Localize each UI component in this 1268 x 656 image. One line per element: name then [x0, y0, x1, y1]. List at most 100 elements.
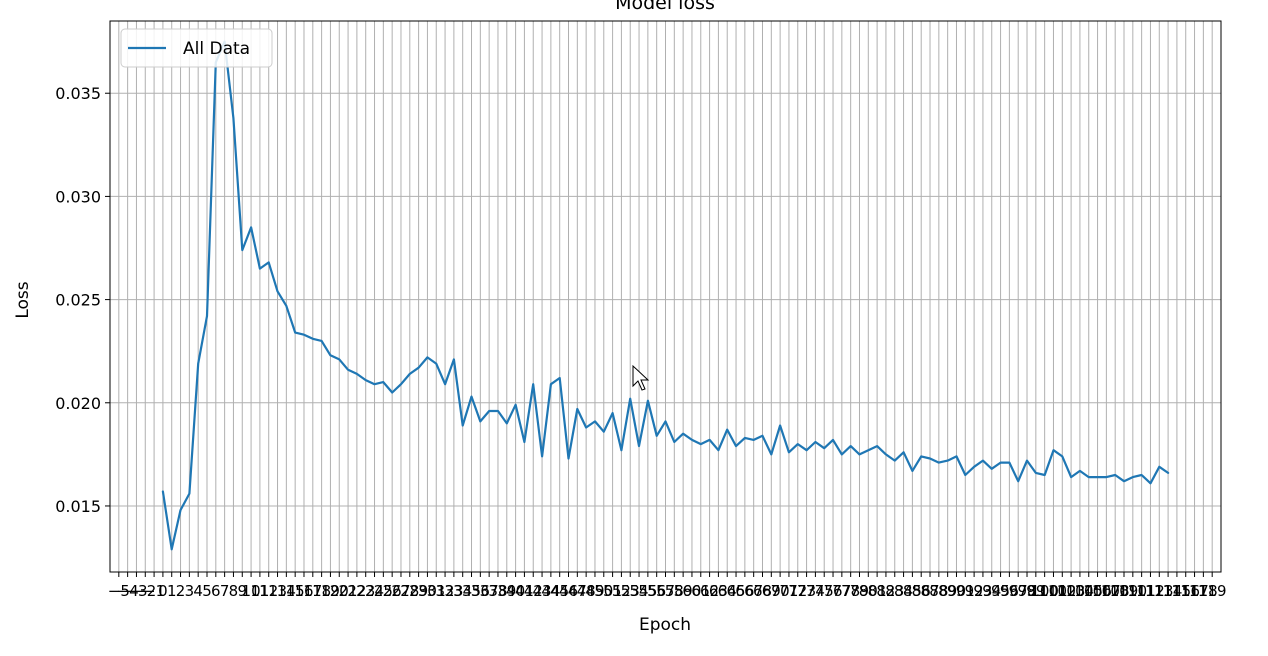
x-tick-label: 79 [850, 582, 869, 600]
x-tick-label: 98 [1017, 582, 1036, 600]
x-tick-label: 69 [762, 582, 781, 600]
y-tick-label: 0.035 [55, 84, 101, 103]
x-tick-label: 60 [682, 582, 701, 600]
x-tick-label: 90 [947, 582, 966, 600]
x-tick-label: 29 [409, 582, 428, 600]
x-tick-label: 61 [691, 582, 710, 600]
x-tick-label: 3 [185, 582, 195, 600]
y-axis-ticks: 0.015 0.020 0.025 0.030 0.035 [55, 84, 110, 516]
x-tick-label: 9 [237, 582, 247, 600]
x-tick-label: 34 [453, 582, 472, 600]
x-tick-label: 30 [418, 582, 437, 600]
x-tick-label: 74 [806, 582, 825, 600]
x-tick-label: 25 [374, 582, 393, 600]
x-tick-label: 119 [1198, 582, 1227, 600]
x-tick-label: 16 [294, 582, 313, 600]
x-tick-label: 50 [594, 582, 613, 600]
x-tick-label: 39 [497, 582, 516, 600]
x-tick-label: 59 [674, 582, 693, 600]
mouse-cursor-icon [632, 364, 650, 391]
x-tick-label: 80 [859, 582, 878, 600]
x-tick-label: −5 [108, 582, 130, 600]
x-tick-label: 62 [700, 582, 719, 600]
x-tick-label: 49 [585, 582, 604, 600]
x-tick-label: 23 [356, 582, 375, 600]
x-tick-label: 88 [929, 582, 948, 600]
x-tick-label: 100 [1030, 582, 1059, 600]
x-tick-label: 117 [1180, 582, 1209, 600]
x-tick-label: 27 [391, 582, 410, 600]
x-tick-label: 19 [321, 582, 340, 600]
y-tick-label: 0.015 [55, 497, 101, 516]
x-tick-label: 109 [1110, 582, 1139, 600]
x-tick-label: 91 [956, 582, 975, 600]
x-tick-label: 56 [647, 582, 666, 600]
x-tick-label: 77 [832, 582, 851, 600]
x-tick-label: 111 [1127, 582, 1156, 600]
x-tick-label: 57 [656, 582, 675, 600]
x-tick-label: 113 [1145, 582, 1174, 600]
x-tick-label: 82 [876, 582, 895, 600]
x-tick-label: 107 [1092, 582, 1121, 600]
x-tick-label: 40 [506, 582, 525, 600]
x-tick-label: 14 [277, 582, 296, 600]
x-tick-label: 5 [202, 582, 212, 600]
legend: All Data [120, 28, 273, 68]
x-tick-label: 42 [524, 582, 543, 600]
x-tick-label: 31 [427, 582, 446, 600]
x-tick-label: 37 [480, 582, 499, 600]
x-tick-label: 92 [965, 582, 984, 600]
y-tick-label: 0.025 [55, 291, 101, 310]
x-tick-label: 7 [220, 582, 230, 600]
x-tick-label: 13 [268, 582, 287, 600]
x-tick-label: −3 [125, 582, 147, 600]
x-tick-label: 106 [1083, 582, 1112, 600]
x-tick-label: 115 [1163, 582, 1192, 600]
x-tick-label: 12 [259, 582, 278, 600]
x-tick-label: 70 [771, 582, 790, 600]
y-tick-label: 0.020 [55, 394, 101, 413]
x-tick-label: 1 [167, 582, 177, 600]
x-tick-label: 35 [462, 582, 481, 600]
grid [110, 21, 1221, 572]
x-tick-label: 41 [515, 582, 534, 600]
x-tick-label: 114 [1154, 582, 1183, 600]
x-tick-label: 105 [1074, 582, 1103, 600]
x-tick-label: 24 [365, 582, 384, 600]
x-tick-label: 64 [718, 582, 737, 600]
x-tick-label: 85 [903, 582, 922, 600]
x-tick-label: 118 [1189, 582, 1218, 600]
x-tick-label: 112 [1136, 582, 1165, 600]
x-tick-label: 76 [823, 582, 842, 600]
x-tick-label: 72 [788, 582, 807, 600]
x-tick-label: 87 [920, 582, 939, 600]
x-tick-label: 71 [779, 582, 798, 600]
x-tick-label: 95 [991, 582, 1010, 600]
x-tick-label: 86 [912, 582, 931, 600]
x-tick-label: 58 [665, 582, 684, 600]
x-axis-label: Epoch [639, 615, 691, 635]
x-tick-label: 83 [885, 582, 904, 600]
x-tick-label: 53 [621, 582, 640, 600]
x-tick-label: 104 [1066, 582, 1095, 600]
x-tick-label: 67 [744, 582, 763, 600]
x-tick-label: 8 [229, 582, 239, 600]
x-tick-label: 2 [176, 582, 186, 600]
x-tick-label: 38 [488, 582, 507, 600]
x-tick-label: 73 [797, 582, 816, 600]
x-tick-label: 68 [753, 582, 772, 600]
x-tick-label: 65 [726, 582, 745, 600]
x-tick-label: 89 [938, 582, 957, 600]
x-tick-label: 28 [400, 582, 419, 600]
x-tick-label: 66 [735, 582, 754, 600]
x-tick-label: 36 [471, 582, 490, 600]
x-tick-label: 75 [815, 582, 834, 600]
x-tick-label: 108 [1101, 582, 1130, 600]
x-tick-label: 102 [1048, 582, 1077, 600]
x-tick-label: 11 [250, 582, 269, 600]
x-tick-label: 101 [1039, 582, 1068, 600]
x-tick-label: 33 [444, 582, 463, 600]
x-tick-label: 21 [339, 582, 358, 600]
x-tick-label: 46 [559, 582, 578, 600]
